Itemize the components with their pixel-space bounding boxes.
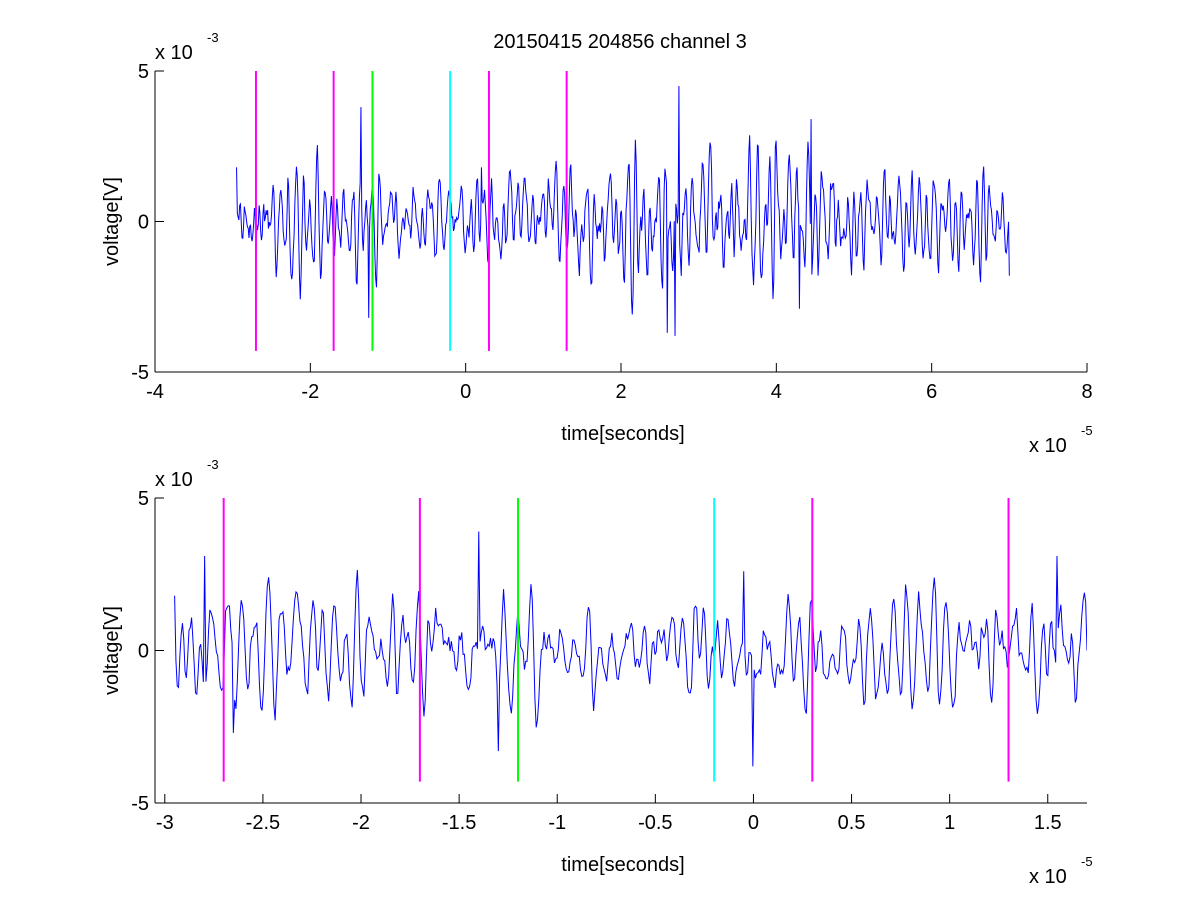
y-exponent-power: -3 (207, 457, 219, 472)
x-exponent-base: x 10 (1029, 866, 1067, 888)
y-tick-label: 5 (138, 488, 149, 510)
x-tick-label: -3 (156, 812, 174, 834)
x-tick-label: -1 (548, 812, 566, 834)
signal-trace (174, 531, 1087, 767)
y-tick-label: 5 (138, 61, 149, 83)
top-subplot: -4 -2 0 2 4 6 8 -5 0 5 time[seconds] voltage[V] x 10… (101, 30, 1093, 457)
y-exponent-base: x 10 (155, 469, 193, 491)
x-tick-label: 6 (926, 381, 937, 403)
y-tick-label: 0 (138, 641, 149, 663)
bottom-subplot: -3 -2.5 -2 -1.5 -1 -0.5 0 0.5 1 1.5 -5 0 5 time[secon… (101, 457, 1093, 888)
y-axis-label: voltage[V] (101, 177, 123, 266)
x-tick-label: 0.5 (838, 812, 866, 834)
y-tick-label: -5 (131, 793, 149, 815)
x-tick-label: -2 (352, 812, 370, 834)
x-exponent-power: -5 (1081, 854, 1093, 869)
x-tick-label: -1.5 (442, 812, 476, 834)
x-tick-label: -2 (301, 381, 319, 403)
figure-title: 20150415 204856 channel 3 (493, 31, 747, 53)
x-tick-label: -2.5 (246, 812, 280, 834)
y-tick-label: -5 (131, 362, 149, 384)
x-tick-label: 1.5 (1034, 812, 1062, 834)
y-tick-label: 0 (138, 212, 149, 234)
signal-trace (236, 86, 1010, 336)
x-tick-label: 0 (748, 812, 759, 834)
y-axis-label: voltage[V] (101, 606, 123, 695)
x-tick-label: 4 (771, 381, 782, 403)
x-tick-label: 8 (1081, 381, 1092, 403)
x-tick-label: -4 (146, 381, 164, 403)
x-tick-label: 0 (460, 381, 471, 403)
x-axis-label: time[seconds] (561, 423, 684, 445)
x-axis-label: time[seconds] (561, 854, 684, 876)
x-exponent-power: -5 (1081, 423, 1093, 438)
x-exponent-base: x 10 (1029, 435, 1067, 457)
y-exponent-base: x 10 (155, 42, 193, 64)
y-exponent-power: -3 (207, 30, 219, 45)
x-tick-label: 2 (615, 381, 626, 403)
x-tick-label: -0.5 (638, 812, 672, 834)
x-tick-label: 1 (944, 812, 955, 834)
